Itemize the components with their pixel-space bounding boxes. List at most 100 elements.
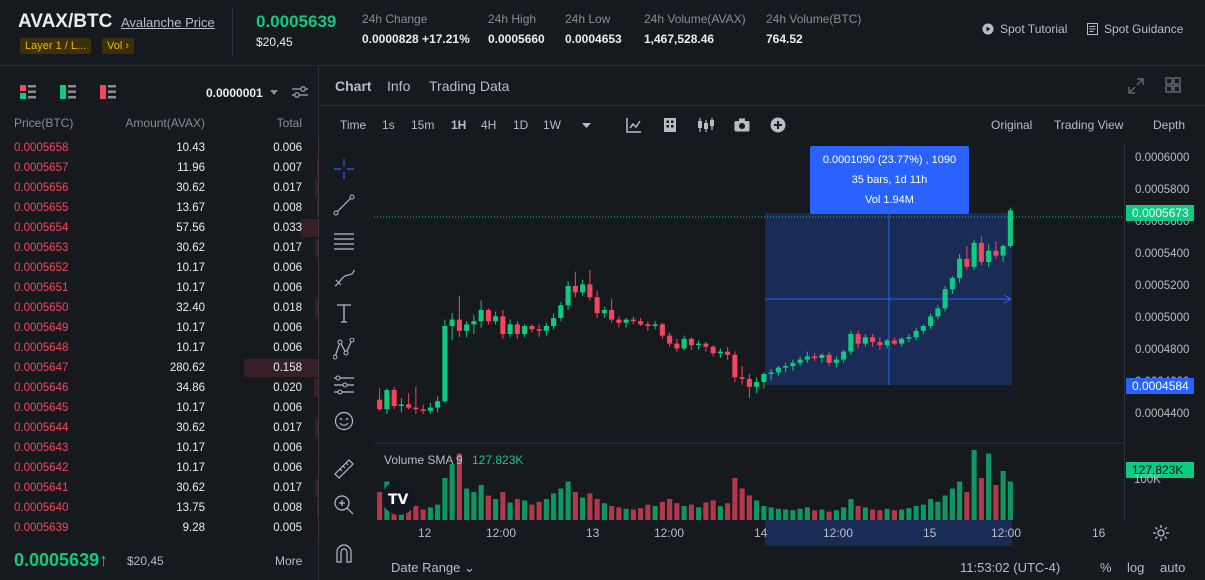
spot-tutorial-link[interactable]: Spot Tutorial: [982, 22, 1067, 36]
view-original[interactable]: Original: [991, 118, 1033, 132]
horizontal-lines-icon[interactable]: [333, 230, 355, 252]
interval-15m[interactable]: 15m: [411, 118, 435, 132]
spot-guidance-link[interactable]: Spot Guidance: [1087, 22, 1183, 36]
volume-bar: [841, 507, 847, 520]
ask-row[interactable]: 0.0005650 32.40 0.018: [0, 298, 319, 318]
ask-row[interactable]: 0.0005647 280.62 0.158: [0, 358, 319, 378]
play-circle-icon: [982, 23, 994, 35]
time-tick: 12:00: [991, 526, 1022, 540]
zoom-in-icon[interactable]: [333, 494, 355, 516]
brush-icon[interactable]: [333, 266, 355, 288]
magnet-icon[interactable]: [333, 542, 355, 564]
ask-row[interactable]: 0.0005651 10.17 0.006: [0, 278, 319, 298]
category-tag[interactable]: Layer 1 / L...: [20, 38, 92, 54]
volume-bar: [899, 509, 905, 520]
ask-row[interactable]: 0.0005649 10.17 0.006: [0, 318, 319, 338]
candle-body: [696, 343, 702, 346]
ask-amount: 10.17: [176, 462, 205, 474]
precision-select[interactable]: 0.0000001: [206, 86, 263, 100]
interval-4h[interactable]: 4H: [481, 118, 497, 132]
col-price: Price(BTC): [14, 116, 74, 130]
volume-bar: [688, 504, 694, 520]
auto-scale-toggle[interactable]: auto: [1160, 560, 1186, 575]
candlestick-chart[interactable]: Volume SMA 9 127.823K TV ‹: [374, 144, 1124, 520]
coin-price-link[interactable]: Avalanche Price: [121, 15, 215, 30]
expand-icon[interactable]: [1128, 78, 1144, 94]
indicator-chart-icon[interactable]: [626, 117, 642, 133]
ask-row[interactable]: 0.0005652 10.17 0.006: [0, 258, 319, 278]
candle-body: [986, 250, 992, 262]
text-tool-icon[interactable]: [333, 302, 355, 324]
building-icon[interactable]: [663, 117, 677, 133]
ask-row[interactable]: 0.0005654 57.56 0.033: [0, 218, 319, 238]
ask-row[interactable]: 0.0005646 34.86 0.020: [0, 378, 319, 398]
stat-volume-btc-label: 24h Volume(BTC): [766, 12, 862, 26]
candle-body: [819, 354, 825, 358]
add-circle-icon[interactable]: [770, 117, 786, 133]
forecast-icon[interactable]: [333, 374, 355, 396]
candle-body: [978, 242, 984, 262]
camera-icon[interactable]: [734, 118, 750, 132]
ask-price: 0.0005644: [14, 422, 69, 434]
grid-layout-icon[interactable]: [1165, 77, 1181, 93]
trend-line-icon[interactable]: [333, 194, 355, 216]
ask-row[interactable]: 0.0005648 10.17 0.006: [0, 338, 319, 358]
order-book-header: Price(BTC) Amount(AVAX) Total: [0, 116, 319, 136]
ask-row[interactable]: 0.0005645 10.17 0.006: [0, 398, 319, 418]
ask-row[interactable]: 0.0005641 30.62 0.017: [0, 478, 319, 498]
percent-scale-toggle[interactable]: %: [1100, 560, 1112, 575]
tab-info[interactable]: Info: [387, 78, 411, 94]
ask-row[interactable]: 0.0005653 30.62 0.017: [0, 238, 319, 258]
volume-bar: [645, 504, 651, 520]
ask-row[interactable]: 0.0005640 13.75 0.008: [0, 498, 319, 518]
candles-icon[interactable]: [697, 117, 715, 133]
date-range-button[interactable]: Date Range ⌄: [391, 560, 475, 575]
book-bids-icon[interactable]: [60, 85, 76, 99]
log-scale-toggle[interactable]: log: [1127, 560, 1145, 575]
book-both-icon[interactable]: [20, 85, 36, 99]
time-axis[interactable]: 12 12:00 13 12:00 14 12:00 15 12:00 16: [374, 520, 1124, 546]
ask-row[interactable]: 0.0005642 10.17 0.006: [0, 458, 319, 478]
time-button[interactable]: Time: [340, 118, 367, 132]
interval-1s[interactable]: 1s: [382, 118, 395, 132]
vol-tag[interactable]: Vol ›: [102, 38, 135, 54]
view-depth[interactable]: Depth: [1153, 118, 1186, 132]
depth-bar: [314, 239, 319, 257]
volume-bar: [804, 507, 810, 520]
ask-row[interactable]: 0.0005655 13.67 0.008: [0, 198, 319, 218]
ask-price: 0.0005640: [14, 502, 69, 514]
ask-row[interactable]: 0.0005658 10.43 0.006: [0, 138, 319, 158]
depth-bar: [317, 279, 319, 297]
ask-row[interactable]: 0.0005643 10.17 0.006: [0, 438, 319, 458]
candle-body: [442, 326, 448, 402]
chart-bottom-bar: Date Range ⌄ 11:53:02 (UTC-4) % log auto: [320, 546, 1205, 580]
ask-row[interactable]: 0.0005656 30.62 0.017: [0, 178, 319, 198]
settings-gear-icon[interactable]: [1153, 525, 1169, 541]
emoji-icon[interactable]: [333, 410, 355, 432]
interval-1w[interactable]: 1W: [543, 118, 561, 132]
candle-body: [717, 351, 723, 354]
settings-sliders-icon[interactable]: [292, 85, 308, 99]
price-tick: 0.0004800: [1135, 344, 1190, 356]
ask-row[interactable]: 0.0005644 30.62 0.017: [0, 418, 319, 438]
interval-1d[interactable]: 1D: [513, 118, 529, 132]
view-trading-view[interactable]: Trading View: [1054, 118, 1124, 132]
ruler-icon[interactable]: [333, 458, 355, 480]
ask-row[interactable]: 0.0005657 11.96 0.007: [0, 158, 319, 178]
ask-row[interactable]: 0.0005639 9.28 0.005: [0, 518, 319, 538]
book-asks-icon[interactable]: [100, 85, 116, 99]
candle-body: [543, 326, 549, 331]
crosshair-icon[interactable]: [333, 158, 355, 180]
chevron-down-icon[interactable]: [270, 90, 278, 95]
interval-1h[interactable]: 1H: [451, 118, 467, 132]
tab-trading-data[interactable]: Trading Data: [429, 78, 510, 94]
volume-bar: [630, 509, 636, 520]
interval-dropdown-icon[interactable]: [582, 123, 591, 128]
tab-chart[interactable]: Chart: [335, 78, 372, 94]
more-button[interactable]: More: [275, 554, 303, 568]
ask-amount: 10.17: [176, 442, 205, 454]
pattern-icon[interactable]: [333, 338, 355, 360]
volume-bar: [514, 499, 520, 520]
candle-body: [391, 390, 397, 406]
volume-bar: [587, 493, 593, 520]
